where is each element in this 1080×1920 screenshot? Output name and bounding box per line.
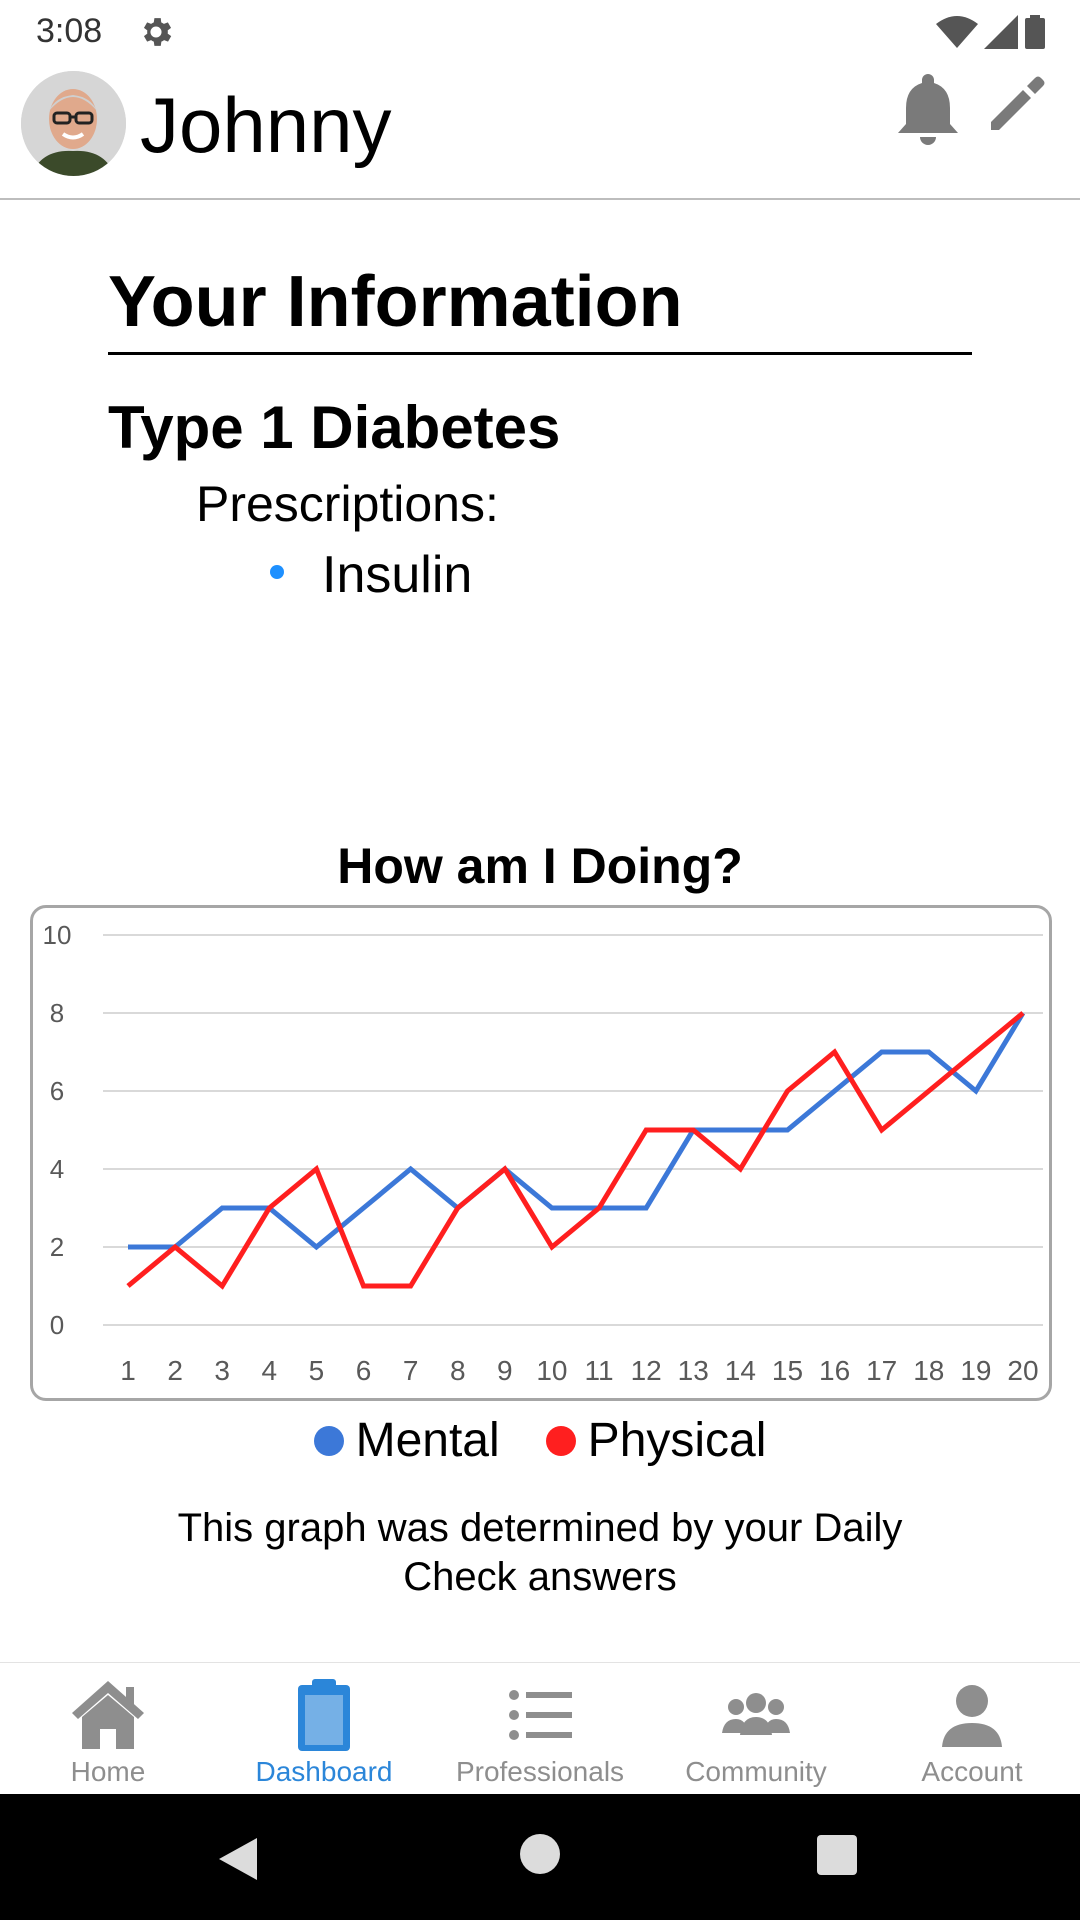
series-line-mental [128,1011,1026,1251]
x-tick-label: 20 [1007,1355,1038,1386]
recents-icon[interactable] [817,1835,857,1875]
chart-legend: Mental Physical [0,1410,1080,1472]
home-circle-icon[interactable] [520,1834,560,1874]
battery-icon [1025,15,1045,49]
nav-label-community: Community [685,1756,827,1787]
chart-note: This graph was determined by your Daily … [177,1506,903,1599]
x-tick-label: 3 [214,1355,230,1386]
avatar[interactable] [21,71,126,176]
x-tick-label: 17 [866,1355,897,1386]
bell-icon[interactable] [894,70,962,148]
x-tick-label: 12 [631,1355,662,1386]
nav-item-community[interactable]: Community [648,1663,864,1795]
person-icon [942,1685,1002,1747]
x-tick-label: 6 [356,1355,372,1386]
x-tick-label: 13 [678,1355,709,1386]
y-tick-label: 10 [43,920,72,950]
y-tick-label: 0 [50,1310,64,1340]
chart-title: How am I Doing? [337,838,743,894]
app-header: Johnny [0,62,1080,200]
legend-item-mental: Mental [313,1410,500,1472]
x-tick-label: 5 [309,1355,325,1386]
info-title: Your Information [108,262,683,342]
x-tick-label: 18 [913,1355,944,1386]
x-tick-label: 14 [725,1355,756,1386]
home-icon [72,1681,144,1749]
nav-item-home[interactable]: Home [0,1663,216,1795]
y-tick-label: 8 [50,998,64,1028]
x-tick-label: 9 [497,1355,513,1386]
nav-label-home: Home [70,1756,146,1787]
list-icon [509,1690,572,1740]
back-icon[interactable] [213,1834,263,1884]
x-tick-label: 19 [960,1355,991,1386]
status-time: 3:08 [36,12,103,50]
legend-label-physical: Physical [587,1414,767,1467]
legend-dot-mental [313,1426,344,1456]
x-tick-label: 4 [262,1355,278,1386]
x-tick-label: 1 [120,1355,136,1386]
user-name: Johnny [140,81,392,169]
signal-icon [984,15,1018,49]
people-icon [722,1693,790,1735]
bullet-icon [270,565,284,579]
nav-item-professionals[interactable]: Professionals [432,1663,648,1795]
nav-label-account: Account [921,1756,1023,1787]
condition-title: Type 1 Diabetes [108,394,561,461]
x-tick-label: 8 [450,1355,466,1386]
system-navigation-bar [0,1794,1080,1920]
prescriptions-label: Prescriptions: [196,476,499,532]
nav-item-account[interactable]: Account [864,1663,1080,1795]
status-bar: 3:08 [0,0,1080,62]
x-tick-label: 2 [167,1355,183,1386]
series-line-physical [126,1011,1025,1290]
info-title-divider [108,352,972,355]
legend-dot-physical [545,1426,576,1456]
y-tick-label: 2 [50,1232,64,1262]
x-tick-label: 15 [772,1355,803,1386]
x-tick-label: 16 [819,1355,850,1386]
prescription-item: Insulin [322,546,473,604]
nav-label-professionals: Professionals [455,1756,625,1787]
nav-item-dashboard[interactable]: Dashboard [216,1663,432,1795]
chart-frame: 0 2 4 6 8 10 1 2 3 4 5 6 7 8 9 10 11 12 13 14 15 16 17 18 19 20 [30,905,1052,1401]
x-tick-label: 11 [585,1355,614,1386]
status-icons [936,14,1046,50]
avatar-image [21,71,126,176]
x-tick-label: 7 [403,1355,419,1386]
bottom-navigation: Home Dashboard Professionals Commun [0,1662,1080,1794]
y-tick-label: 6 [50,1076,64,1106]
y-tick-label: 4 [50,1154,64,1184]
x-tick-label: 10 [536,1355,567,1386]
gear-icon [143,18,172,46]
pencil-icon[interactable] [985,72,1049,136]
legend-item-physical: Physical [545,1410,767,1472]
legend-label-mental: Mental [355,1414,500,1467]
nav-label-dashboard: Dashboard [255,1756,393,1787]
wifi-icon [936,16,978,48]
clipboard-icon [298,1679,350,1751]
